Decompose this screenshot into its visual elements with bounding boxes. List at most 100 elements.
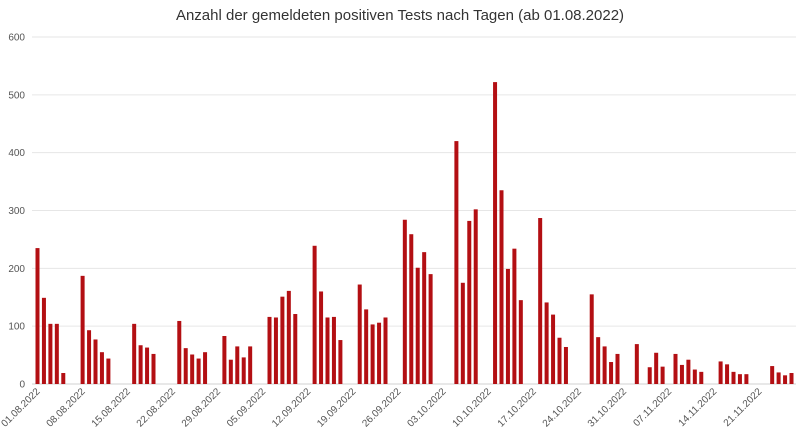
bar	[357, 284, 362, 384]
y-tick-label: 300	[8, 206, 25, 217]
bar	[241, 357, 246, 384]
bar	[679, 364, 684, 384]
x-tick-label: 31.10.2022	[586, 386, 629, 429]
bar	[35, 248, 40, 384]
y-tick-label: 400	[8, 148, 25, 159]
bar	[596, 337, 601, 384]
x-tick-label: 12.09.2022	[270, 386, 313, 429]
x-tick-label: 10.10.2022	[451, 386, 494, 429]
bar	[280, 296, 285, 384]
x-tick-label: 08.08.2022	[45, 386, 88, 429]
bars	[35, 82, 794, 385]
y-axis-ticks: 0 100 200 300 400 500 600	[8, 33, 25, 391]
bar	[61, 373, 66, 384]
bar	[654, 352, 659, 384]
bar	[402, 219, 407, 384]
bar	[145, 347, 150, 384]
bar	[634, 344, 639, 384]
bar	[132, 323, 137, 384]
bar	[93, 339, 98, 384]
bar	[737, 374, 742, 384]
x-tick-label: 29.08.2022	[180, 386, 223, 429]
bar	[563, 346, 568, 384]
y-tick-label: 200	[8, 264, 25, 275]
bar	[99, 352, 104, 384]
bar	[41, 297, 46, 384]
x-tick-label: 19.09.2022	[315, 386, 358, 429]
bar	[512, 248, 517, 384]
x-tick-label: 22.08.2022	[135, 386, 178, 429]
bar	[319, 291, 324, 384]
bar	[686, 359, 691, 384]
bar	[505, 268, 510, 384]
bar	[222, 336, 227, 384]
bar	[473, 209, 478, 384]
bar	[331, 316, 336, 384]
bar	[460, 282, 465, 384]
bar	[744, 374, 749, 384]
bar	[325, 317, 330, 384]
bar	[338, 340, 343, 384]
bar	[106, 358, 111, 384]
bar	[364, 309, 369, 384]
bar	[499, 190, 504, 384]
bar	[725, 364, 730, 384]
x-tick-label: 01.08.2022	[0, 386, 43, 429]
grid-lines	[32, 36, 796, 385]
bar	[776, 372, 781, 384]
bar	[415, 267, 420, 384]
bar	[789, 373, 794, 384]
x-axis-ticks: 01.08.2022 08.08.2022 15.08.2022 22.08.2022…	[0, 386, 765, 429]
bar	[770, 366, 775, 384]
x-tick-label: 05.09.2022	[225, 386, 268, 429]
x-tick-label: 15.08.2022	[90, 386, 133, 429]
bar	[422, 252, 427, 384]
bar	[228, 359, 233, 384]
bar	[551, 314, 556, 384]
bar	[647, 367, 652, 384]
bar	[80, 275, 85, 384]
bar	[370, 324, 375, 384]
x-tick-label: 24.10.2022	[541, 386, 584, 429]
bar	[493, 82, 498, 385]
bar	[48, 323, 53, 384]
bar	[151, 353, 156, 384]
bar	[248, 346, 253, 384]
bar	[138, 345, 143, 384]
bar	[377, 322, 382, 384]
bar	[383, 317, 388, 384]
bar	[589, 294, 594, 384]
x-tick-label: 17.10.2022	[496, 386, 539, 429]
bar	[454, 141, 459, 384]
bar	[718, 361, 723, 384]
bar	[190, 354, 195, 384]
bar	[428, 274, 433, 384]
y-tick-label: 0	[19, 380, 25, 391]
bar	[183, 348, 188, 384]
chart-title: Anzahl der gemeldeten positiven Tests na…	[176, 7, 624, 24]
bar	[87, 330, 92, 384]
bar	[609, 362, 614, 384]
bar	[538, 218, 543, 384]
bar	[312, 245, 317, 384]
bar	[203, 352, 208, 384]
bar	[286, 290, 291, 384]
x-tick-label: 03.10.2022	[405, 386, 448, 429]
bar	[557, 337, 562, 384]
bar	[692, 369, 697, 384]
bar	[293, 314, 298, 384]
bar	[177, 320, 182, 384]
bar	[267, 316, 272, 384]
bar	[409, 234, 414, 384]
bar	[673, 353, 678, 384]
y-tick-label: 500	[8, 90, 25, 101]
y-tick-label: 600	[8, 33, 25, 44]
bar	[235, 346, 240, 384]
x-tick-label: 07.11.2022	[632, 386, 675, 429]
bar	[783, 375, 788, 384]
bar	[615, 353, 620, 384]
bar	[196, 358, 201, 384]
bar	[544, 302, 549, 384]
x-tick-label: 21.11.2022	[722, 386, 765, 429]
